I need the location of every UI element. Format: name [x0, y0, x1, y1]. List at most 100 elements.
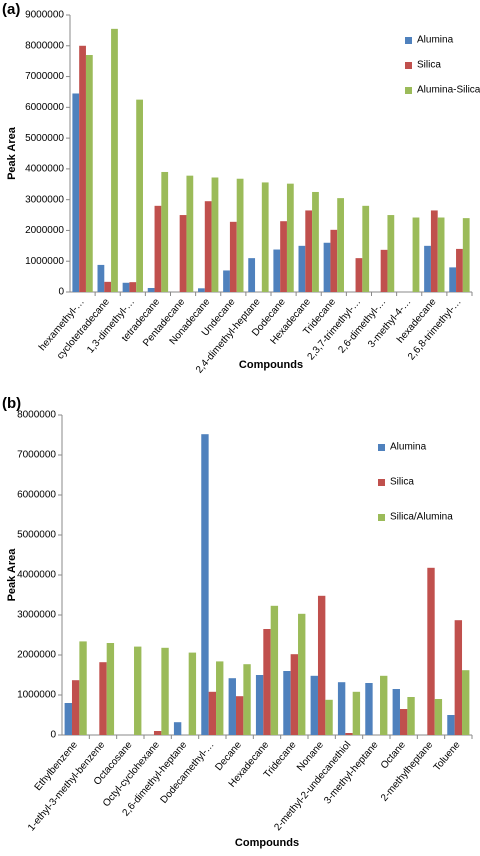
y-tick-label: 3000000 [17, 610, 56, 621]
bar [456, 248, 463, 292]
x-tick-label: 2-methylheptane [379, 739, 436, 803]
bar [79, 641, 87, 735]
bar [424, 245, 431, 292]
bar [462, 218, 470, 292]
bar [229, 221, 237, 292]
legend-label: Alumina [417, 35, 454, 46]
y-tick-label: 0 [50, 730, 56, 741]
bar [323, 242, 331, 292]
bar [111, 28, 118, 292]
bar [211, 177, 219, 292]
bar [317, 595, 326, 735]
bar [449, 267, 457, 292]
bar [161, 647, 169, 735]
bar [407, 697, 415, 735]
bar [204, 201, 212, 292]
bar [447, 715, 455, 735]
legend-swatch [405, 87, 412, 94]
bar [71, 680, 80, 735]
bar [283, 671, 291, 735]
bar [161, 171, 169, 292]
bar [286, 183, 294, 292]
y-tick-label: 7000000 [25, 71, 64, 82]
bar [201, 434, 209, 735]
bar [228, 678, 236, 735]
legend-label: Silica [390, 477, 414, 488]
x-axis-title: Compounds [235, 837, 299, 849]
y-tick-label: 6000000 [17, 490, 56, 501]
bar [412, 217, 420, 292]
bar [85, 55, 93, 293]
bar [387, 215, 395, 292]
bar [64, 703, 72, 735]
legend-swatch [378, 479, 385, 486]
bar [134, 646, 142, 735]
legend-swatch [405, 37, 412, 44]
y-axis-title: Peak Area [6, 126, 18, 180]
bar [437, 217, 445, 292]
legend-label: Silica [417, 60, 441, 71]
bar [236, 178, 244, 292]
x-tick-label: Toluene [432, 739, 463, 773]
bar [273, 249, 281, 292]
x-axis-title: Compounds [239, 359, 303, 371]
bar [298, 613, 306, 735]
legend-label: Alumina-Silica [417, 85, 480, 96]
y-tick-label: 4000000 [17, 570, 56, 581]
bar [380, 249, 388, 292]
bar [188, 652, 197, 735]
bar [310, 675, 318, 735]
y-tick-label: 5000000 [25, 133, 64, 144]
bar [352, 691, 361, 735]
bar [290, 654, 299, 735]
bar [154, 205, 162, 292]
bar [263, 629, 271, 735]
bar [79, 45, 86, 293]
bar [355, 258, 363, 292]
bar [122, 282, 130, 292]
bar [173, 722, 182, 735]
y-tick-label: 3000000 [25, 194, 64, 205]
bar [345, 733, 353, 735]
bar [270, 605, 279, 735]
bar [106, 643, 115, 735]
y-tick-label: 4000000 [25, 164, 64, 175]
y-tick-label: 1000000 [25, 256, 64, 267]
y-axis-title: Peak Area [6, 548, 18, 602]
bar [430, 210, 438, 292]
bar [153, 731, 162, 735]
bar [434, 699, 443, 735]
bar [235, 696, 244, 735]
y-tick-label: 9000000 [25, 10, 64, 21]
y-tick-label: 0 [58, 287, 64, 298]
bar [330, 229, 338, 292]
bar [223, 270, 230, 292]
y-tick-label: 8000000 [25, 40, 64, 51]
bar [325, 699, 333, 735]
bar [248, 258, 256, 292]
bar [216, 661, 224, 735]
panel-label: (a) [2, 1, 20, 18]
bar [255, 675, 264, 735]
panel-label: (b) [2, 395, 21, 412]
bar [129, 282, 137, 292]
y-tick-label: 8000000 [17, 410, 56, 421]
bar [462, 670, 470, 735]
bar [427, 567, 435, 735]
bar [208, 691, 217, 735]
bar [243, 664, 251, 735]
bar [392, 689, 400, 735]
bar [179, 215, 187, 292]
bar [198, 288, 205, 292]
y-tick-label: 1000000 [17, 690, 56, 701]
bar [305, 210, 313, 292]
bar [99, 662, 107, 735]
bar [362, 205, 370, 292]
bar [147, 287, 155, 292]
bar [337, 198, 344, 292]
bar [186, 175, 194, 292]
y-tick-label: 6000000 [25, 102, 64, 113]
y-tick-label: 7000000 [17, 450, 56, 461]
bar [298, 245, 306, 292]
